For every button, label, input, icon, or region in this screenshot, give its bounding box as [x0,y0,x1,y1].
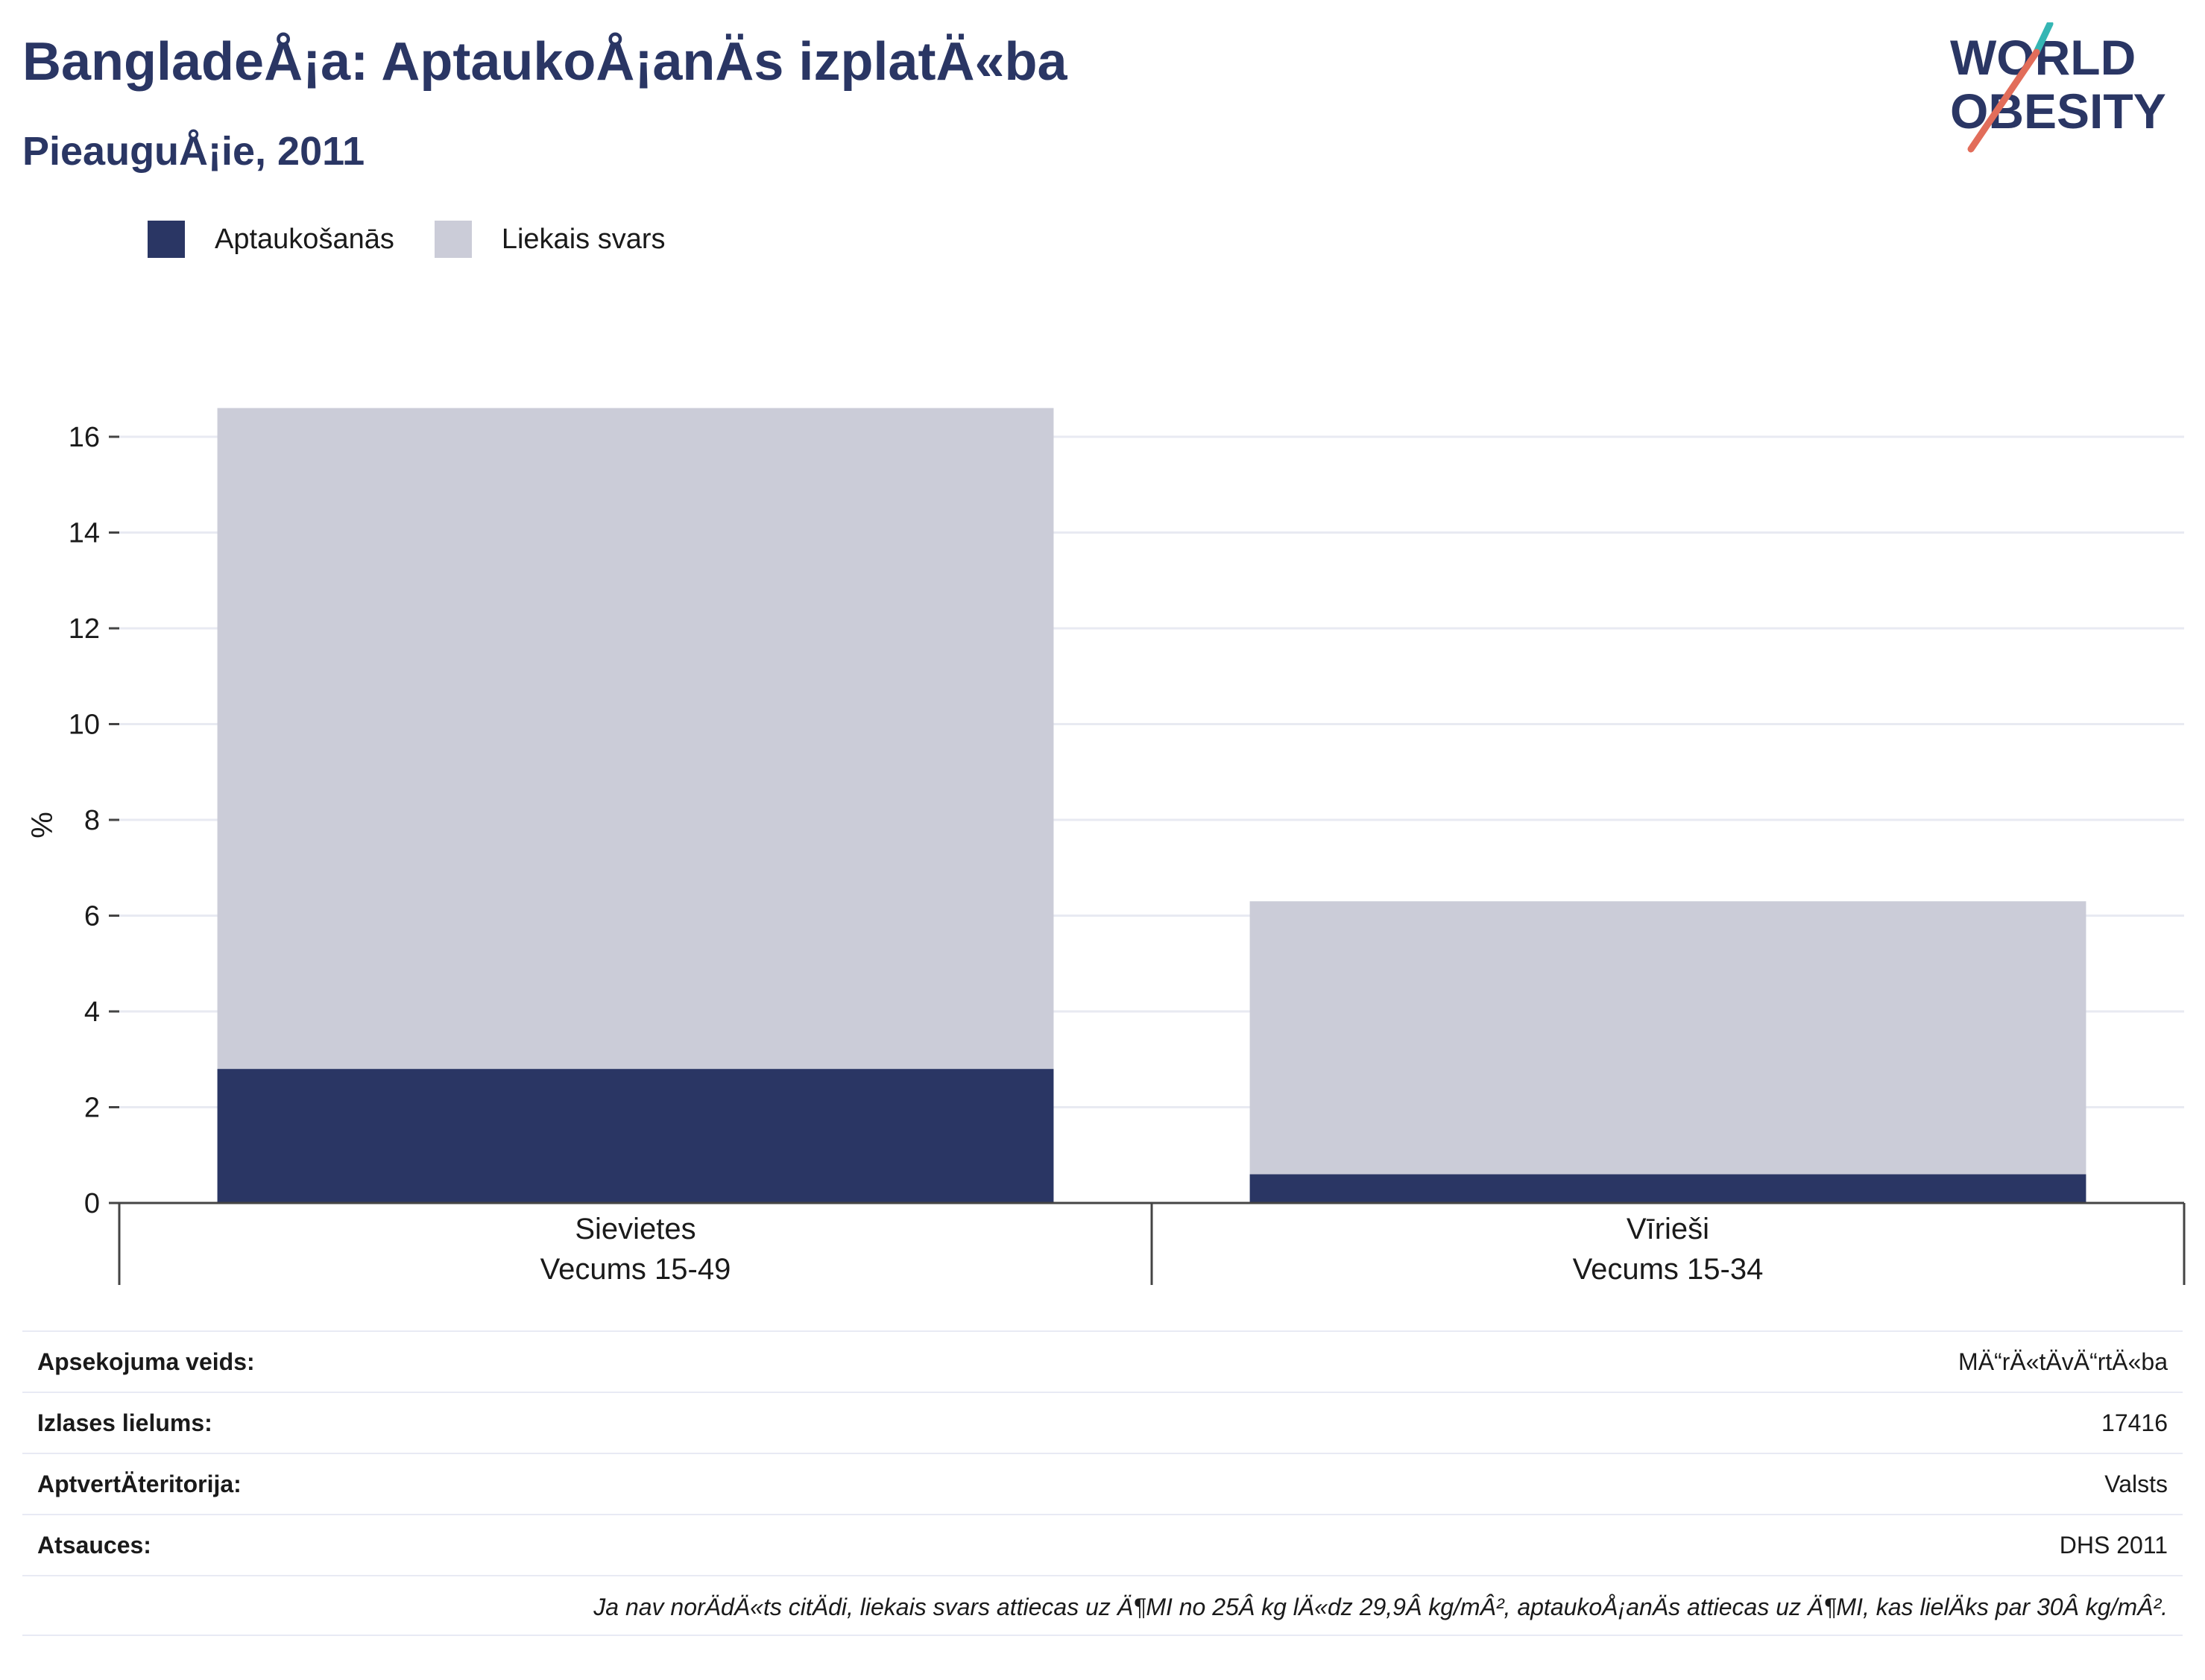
info-value: Valsts [2104,1470,2168,1497]
info-row-references: Atsauces: DHS 2011 [22,1514,2183,1575]
y-axis-title: % [26,812,59,839]
y-tick-label: 0 [84,1188,100,1219]
bar-obesity [217,1069,1054,1203]
legend-swatch-obesity [148,221,185,258]
x-category-sublabel: Vecums 15-49 [540,1253,731,1286]
definition-note: Ja nav norÄdÄ«ts citÄdi, liekais svars a… [22,1575,2183,1636]
legend-item-obesity[interactable]: Aptaukošanās [148,221,394,258]
info-table: Apsekojuma veids: MÄ“rÄ«tÄvÄ“rtÄ«ba Izla… [22,1330,2183,1636]
chart-title: BangladeÅ¡a: AptaukoÅ¡anÄs izplatÄ«ba [22,32,1067,92]
y-tick-label: 12 [69,613,100,645]
bar-overweight [217,408,1054,1070]
info-row-survey-type: Apsekojuma veids: MÄ“rÄ«tÄvÄ“rtÄ«ba [22,1330,2183,1392]
legend-label-overweight: Liekais svars [501,223,666,255]
world-obesity-logo: WORLD OBESITY [1950,22,2166,153]
info-row-coverage: AptvertÄteritorija: Valsts [22,1453,2183,1514]
y-tick-label: 14 [69,518,100,549]
chart-subtitle: PieauguÅ¡ie, 2011 [22,129,365,174]
x-category-sublabel: Vecums 15-34 [1573,1253,1764,1286]
info-value: 17416 [2101,1409,2168,1436]
info-value: DHS 2011 [2059,1531,2168,1559]
y-tick-label: 16 [69,422,100,453]
y-tick-label: 2 [84,1093,100,1124]
legend-label-obesity: Aptaukošanās [215,223,394,255]
bar-obesity [1249,1174,2086,1203]
x-category-label: Sievietes [575,1213,695,1245]
info-label: Atsauces: [37,1531,151,1559]
info-label: Apsekojuma veids: [37,1348,255,1375]
info-label: Izlases lielums: [37,1409,212,1436]
bar-overweight [1249,901,2086,1175]
legend-item-overweight[interactable]: Liekais svars [434,221,666,258]
y-tick-label: 6 [84,901,100,932]
x-category-label: Vīrieši [1627,1213,1709,1245]
info-row-sample-size: Izlases lielums: 17416 [22,1392,2183,1453]
info-label: AptvertÄteritorija: [37,1470,242,1497]
y-tick-label: 10 [69,710,100,741]
bar-chart: 0 2 4 6 8 10 12 14 16% Sievietes Vecums 15-49 Vīrie… [26,408,2186,1286]
y-tick-label: 4 [84,997,100,1028]
info-value: MÄ“rÄ«tÄvÄ“rtÄ«ba [1958,1348,2168,1375]
chart-legend: Aptaukošanās Liekais svars [148,221,705,258]
y-tick-label: 8 [84,805,100,836]
legend-swatch-overweight [434,221,472,258]
